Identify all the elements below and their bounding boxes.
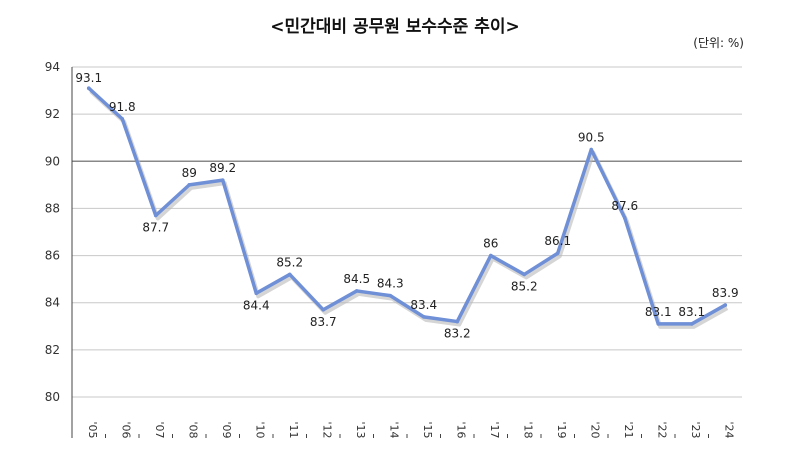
x-tick-label: '08 [186, 421, 199, 438]
series-line-path [87, 86, 727, 326]
x-tick-label: '07 [153, 421, 166, 438]
x-tick-label: '18 [521, 421, 534, 438]
x-tick-label: '19 [555, 421, 568, 438]
data-labels: 93.1 91.8 87.7 89 89.2 84.4 85.2 83.7 84.5 84.3 83… [75, 71, 738, 340]
unit-label: (단위: %) [693, 36, 744, 50]
x-tick-label: '06 [119, 421, 132, 438]
data-point [689, 322, 694, 326]
data-point [321, 307, 326, 312]
data-point [388, 293, 393, 298]
data-point [589, 147, 594, 152]
data-point [656, 322, 661, 326]
x-tick-label: '24 [722, 421, 735, 438]
x-tick-label: '23 [689, 421, 702, 438]
x-tick-label: '21 [622, 421, 635, 438]
gridlines [71, 66, 742, 438]
x-tick-label: '15 [421, 421, 434, 438]
data-point [287, 272, 292, 277]
y-tick-label: 86 [45, 249, 60, 263]
data-label: 87.6 [611, 199, 638, 213]
y-tick-label: 92 [45, 107, 60, 121]
y-tick-label: 84 [45, 296, 60, 310]
x-tick-label: '11 [287, 421, 300, 438]
data-point [622, 216, 627, 220]
data-point [522, 272, 527, 277]
x-tick-label: '09 [220, 421, 233, 438]
x-tick-label: '22 [655, 421, 668, 438]
data-point [187, 183, 192, 187]
data-point [488, 253, 493, 258]
data-label: 89 [182, 166, 197, 180]
y-axis-ticks: 80 82 84 86 88 90 92 94 [45, 60, 60, 404]
data-label: 83.4 [410, 298, 437, 312]
data-label: 83.1 [678, 305, 705, 319]
data-label: 83.9 [712, 286, 739, 300]
data-label: 83.1 [645, 305, 672, 319]
series-line [86, 86, 729, 329]
x-tick-label: '14 [387, 421, 400, 438]
data-point [120, 117, 125, 121]
data-point [86, 86, 91, 91]
data-label: 85.2 [511, 279, 538, 293]
y-tick-label: 88 [45, 201, 60, 215]
data-label: 85.2 [276, 255, 303, 269]
data-label: 86 [483, 237, 498, 251]
data-label: 83.7 [310, 315, 337, 329]
x-tick-label: '12 [320, 421, 333, 438]
data-label: 93.1 [75, 71, 102, 85]
data-point [254, 291, 259, 296]
data-label: 89.2 [209, 161, 236, 175]
x-tick-label: '13 [354, 421, 367, 438]
data-point [220, 178, 225, 182]
data-point [153, 213, 158, 218]
x-tick-label: '17 [488, 421, 501, 438]
data-label: 84.5 [343, 272, 370, 286]
x-tick-label: '05 [86, 421, 99, 438]
x-tick-label: '20 [588, 421, 601, 438]
y-tick-label: 82 [45, 343, 60, 357]
data-label: 83.2 [444, 327, 471, 341]
data-label: 87.7 [142, 221, 169, 235]
y-tick-label: 90 [45, 154, 60, 168]
data-point [455, 319, 460, 324]
x-axis-ticks: '05 '06 '07 '08 '09 '10 '11 '12 '13 '14 '15 '16 '17 '… [86, 421, 736, 438]
data-point [354, 289, 359, 293]
y-tick-label: 94 [45, 60, 60, 74]
data-label: 86.1 [544, 234, 571, 248]
data-label: 91.8 [109, 100, 136, 114]
data-label: 84.4 [243, 298, 270, 312]
data-point [723, 303, 728, 307]
x-tick-label: '16 [454, 421, 467, 438]
data-label: 90.5 [578, 131, 605, 145]
x-tick-label: '10 [253, 421, 266, 438]
chart-title: <민간대비 공무원 보수수준 추이> [270, 17, 520, 37]
data-point [555, 251, 560, 256]
y-tick-label: 80 [45, 390, 60, 404]
data-point [421, 315, 426, 319]
data-label: 84.3 [377, 277, 404, 291]
